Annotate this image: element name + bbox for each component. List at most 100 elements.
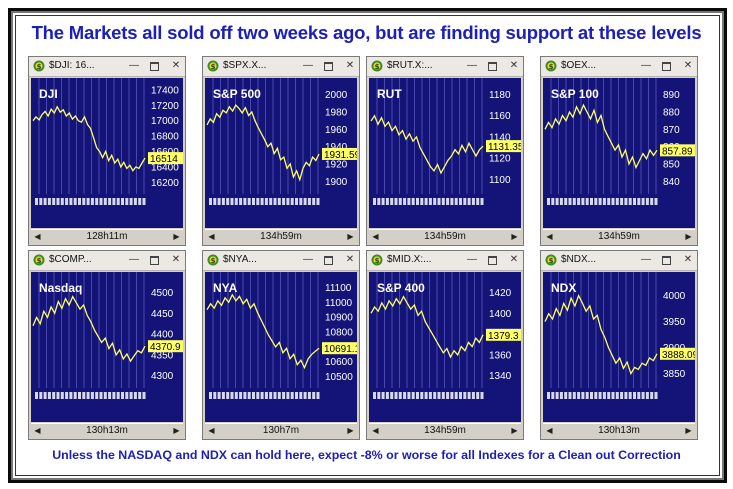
price-chart[interactable]: 142014001380136013401379.3S&P 400: [369, 272, 521, 422]
y-tick-label: 1160: [489, 111, 511, 122]
y-tick-label: 1920: [325, 160, 348, 171]
scroll-right-icon[interactable]: ▶: [347, 426, 354, 435]
minimize-button[interactable]: —: [467, 254, 477, 265]
date-axis-mark: [90, 392, 94, 399]
chart-window[interactable]: $ $DJI: 16... — ✕ 17400 17200 17000 16800 16…: [28, 56, 186, 246]
maximize-button[interactable]: [319, 253, 337, 267]
scroll-left-icon[interactable]: ◀: [546, 232, 553, 241]
date-axis-mark: [568, 392, 572, 399]
scroll-right-icon[interactable]: ▶: [685, 426, 692, 435]
maximize-button[interactable]: [657, 59, 675, 73]
date-axis-mark: [121, 392, 124, 399]
scroll-bar[interactable]: ◀ 134h59m ▶: [543, 229, 695, 244]
svg-text:$: $: [211, 63, 216, 71]
maximize-button[interactable]: [145, 59, 163, 73]
maximize-button[interactable]: [145, 253, 163, 267]
scroll-right-icon[interactable]: ▶: [173, 426, 180, 435]
date-axis-mark: [446, 392, 450, 399]
minimize-button[interactable]: —: [129, 254, 139, 265]
y-tick-label: 4000: [663, 291, 686, 302]
price-chart[interactable]: 890880870860850840857.89S&P 100: [543, 78, 695, 228]
scroll-left-icon[interactable]: ◀: [372, 426, 379, 435]
minimize-button[interactable]: —: [641, 60, 651, 71]
window-titlebar[interactable]: $ $DJI: 16... — ✕: [29, 57, 185, 77]
chart-window[interactable]: $ $NYA... — ✕ 11100110001090010800107001…: [202, 250, 360, 440]
scroll-right-icon[interactable]: ▶: [347, 232, 354, 241]
scroll-right-icon[interactable]: ▶: [685, 232, 692, 241]
window-titlebar[interactable]: $ $COMP... — ✕: [29, 251, 185, 271]
last-price-tag: [486, 328, 521, 341]
date-axis-mark: [377, 198, 381, 205]
close-button[interactable]: ✕: [683, 60, 693, 71]
last-price-tag: [486, 140, 521, 153]
minimize-button[interactable]: —: [641, 254, 651, 265]
close-button[interactable]: ✕: [509, 60, 519, 71]
date-axis-mark: [260, 392, 264, 399]
chart-window[interactable]: $ $OEX... — ✕ 890880870860850840857.89S&…: [540, 56, 698, 246]
scroll-bar[interactable]: ◀ 128h11m ▶: [31, 229, 183, 244]
close-button[interactable]: ✕: [171, 254, 181, 265]
window-titlebar[interactable]: $ $MID.X:... — ✕: [367, 251, 523, 271]
window-titlebar[interactable]: $ $OEX... — ✕: [541, 57, 697, 77]
minimize-button[interactable]: —: [467, 60, 477, 71]
maximize-button[interactable]: [657, 253, 675, 267]
close-button[interactable]: ✕: [509, 254, 519, 265]
scroll-left-icon[interactable]: ◀: [208, 232, 215, 241]
scroll-left-icon[interactable]: ◀: [34, 426, 41, 435]
price-line: [206, 293, 320, 370]
scroll-left-icon[interactable]: ◀: [208, 426, 215, 435]
window-titlebar[interactable]: $ $SPX.X... — ✕: [203, 57, 359, 77]
maximize-button[interactable]: [483, 253, 501, 267]
maximize-button[interactable]: [319, 59, 337, 73]
date-axis-mark: [471, 392, 475, 399]
index-label: S&P 500: [213, 87, 261, 101]
scroll-bar[interactable]: ◀ 134h59m ▶: [369, 229, 521, 244]
scroll-right-icon[interactable]: ▶: [511, 426, 518, 435]
date-axis-mark: [312, 392, 316, 399]
last-price-tag: [148, 340, 183, 353]
bar-interval: 134h59m: [260, 231, 302, 242]
price-chart[interactable]: 4500 4450 4400 4350 4300 4370.9 Nasdaq: [31, 272, 183, 422]
date-axis-mark: [226, 198, 230, 205]
price-chart[interactable]: 1740017200170001680016600164001620016514…: [31, 78, 183, 228]
date-axis-mark: [125, 198, 129, 205]
price-chart[interactable]: 2000 1980 1960 1940 1920 1900 1931.59 S&P 500: [205, 78, 357, 228]
scroll-right-icon[interactable]: ▶: [511, 232, 518, 241]
scroll-bar[interactable]: ◀ 134h59m ▶: [369, 423, 521, 438]
minimize-button[interactable]: —: [303, 254, 313, 265]
window-titlebar[interactable]: $ $NYA... — ✕: [203, 251, 359, 271]
y-tick-label: 1180: [489, 90, 511, 101]
chart-window[interactable]: $ $SPX.X... — ✕ 2000 1980 1960 1940 1920 1900…: [202, 56, 360, 246]
scroll-bar[interactable]: ◀ 130h13m ▶: [543, 423, 695, 438]
date-axis-mark: [78, 198, 81, 205]
scroll-left-icon[interactable]: ◀: [34, 232, 41, 241]
chart-window[interactable]: $ $COMP... — ✕ 4500 4450 4400 4350 4300 4370.…: [28, 250, 186, 440]
minimize-button[interactable]: —: [129, 60, 139, 71]
close-button[interactable]: ✕: [171, 60, 181, 71]
chart-window[interactable]: $ $MID.X:... — ✕ 14201400138013601340137…: [366, 250, 524, 440]
scroll-bar[interactable]: ◀ 130h13m ▶: [31, 423, 183, 438]
price-chart[interactable]: 1110011000109001080010700106001050010691…: [205, 272, 357, 422]
chart-window[interactable]: $ $RUT.X:... — ✕ 1180 1160 1140 1120 1100 113…: [366, 56, 524, 246]
date-axis-mark: [611, 392, 615, 399]
price-chart[interactable]: 1180 1160 1140 1120 1100 1131.35 RUT: [369, 78, 521, 228]
scroll-bar[interactable]: ◀ 134h59m ▶: [205, 229, 357, 244]
date-axis-mark: [620, 198, 624, 205]
close-button[interactable]: ✕: [345, 254, 355, 265]
scroll-left-icon[interactable]: ◀: [372, 232, 379, 241]
minimize-button[interactable]: —: [303, 60, 313, 71]
maximize-button[interactable]: [483, 59, 501, 73]
scroll-right-icon[interactable]: ▶: [173, 232, 180, 241]
date-axis-mark: [108, 198, 112, 205]
y-tick-label: 880: [663, 108, 680, 119]
window-titlebar[interactable]: $ $RUT.X:... — ✕: [367, 57, 523, 77]
date-axis-mark: [47, 392, 51, 399]
y-tick-label: 11100: [325, 283, 352, 294]
chart-window[interactable]: $ $NDX... — ✕ 40003950390038503888.09NDX…: [540, 250, 698, 440]
close-button[interactable]: ✕: [683, 254, 693, 265]
close-button[interactable]: ✕: [345, 60, 355, 71]
scroll-left-icon[interactable]: ◀: [546, 426, 553, 435]
window-titlebar[interactable]: $ $NDX... — ✕: [541, 251, 697, 271]
scroll-bar[interactable]: ◀ 130h7m ▶: [205, 423, 357, 438]
